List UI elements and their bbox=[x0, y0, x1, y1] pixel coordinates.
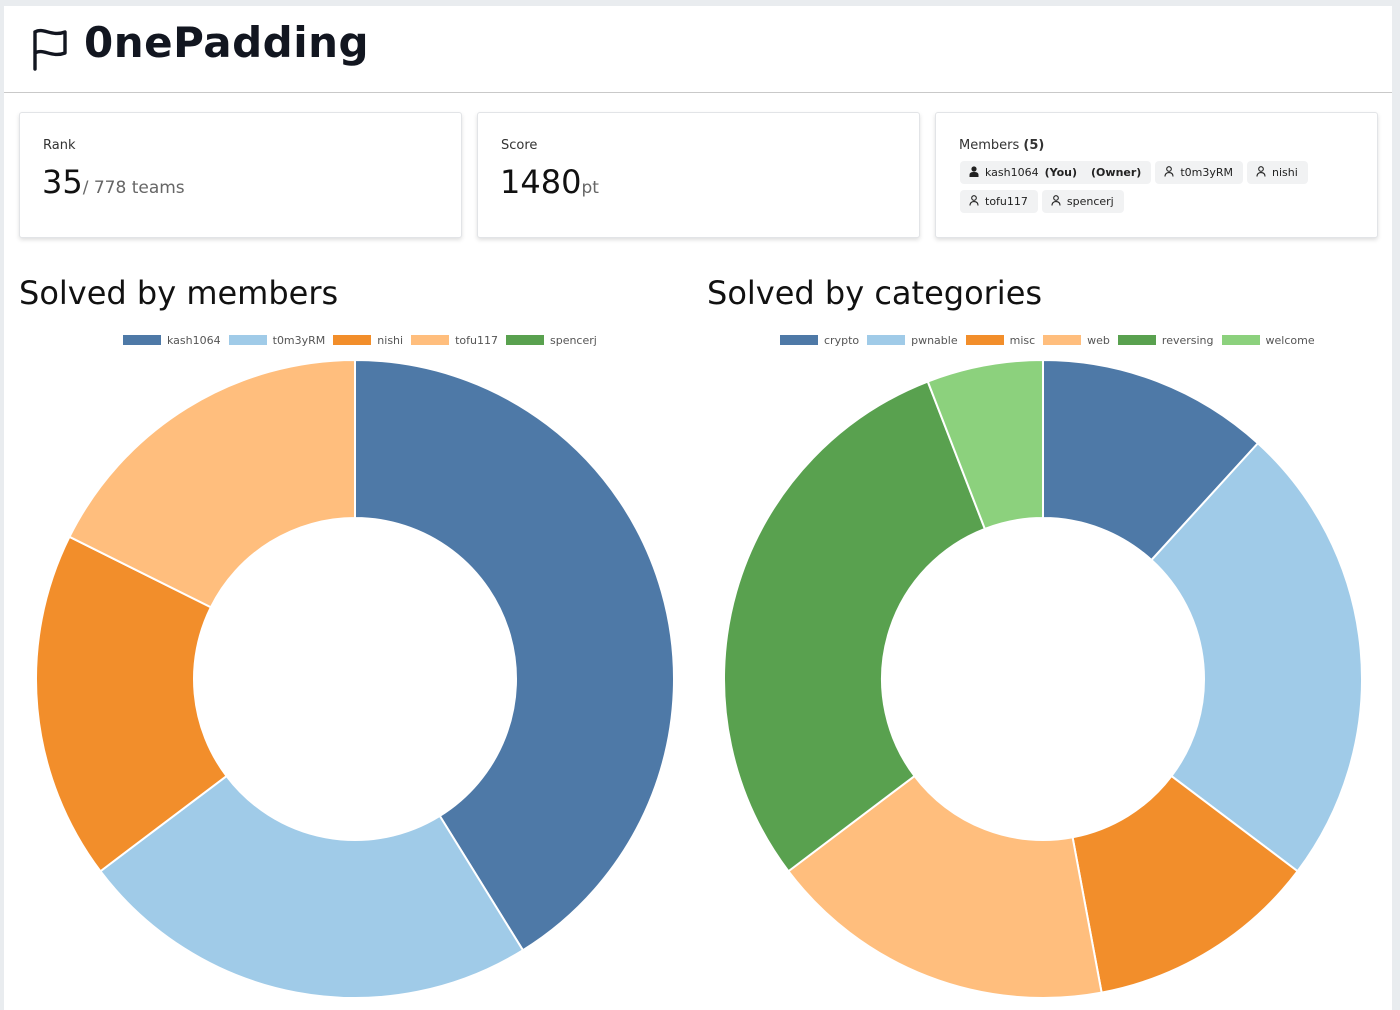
members-label: Members (5) bbox=[959, 138, 1045, 153]
score-value: 1480 bbox=[500, 163, 582, 201]
score-card: Score 1480pt bbox=[477, 112, 920, 238]
team-page: 0nePadding Rank 35/ 778 teams Score 1480… bbox=[4, 6, 1392, 1010]
slice-kash1064[interactable] bbox=[354, 358, 675, 952]
legend-label: misc bbox=[1009, 334, 1036, 347]
legend-swatch bbox=[333, 335, 372, 345]
members-donut-chart bbox=[35, 358, 675, 999]
legend-item[interactable]: reversing bbox=[1117, 334, 1214, 347]
legend-label: welcome bbox=[1265, 334, 1315, 347]
legend-item[interactable]: web bbox=[1043, 334, 1110, 347]
legend-label: nishi bbox=[377, 334, 404, 347]
legend-item[interactable]: misc bbox=[965, 334, 1036, 347]
member-chips: kash1064 (You) (Owner) t0m3yRM nishi tofu117 s… bbox=[960, 161, 1360, 219]
member-name: nishi bbox=[1272, 166, 1298, 179]
legend-label: spencerj bbox=[549, 334, 597, 347]
rank-label: Rank bbox=[43, 138, 76, 153]
score-label: Score bbox=[501, 138, 538, 153]
legend-swatch bbox=[411, 335, 450, 345]
legend-swatch bbox=[505, 335, 544, 345]
legend-swatch bbox=[1221, 335, 1260, 345]
user-filled-icon bbox=[969, 166, 979, 177]
legend-label: crypto bbox=[824, 334, 860, 347]
user-outline-icon bbox=[1164, 166, 1174, 177]
rank-total: / 778 teams bbox=[82, 178, 185, 198]
user-outline-icon bbox=[1051, 195, 1061, 206]
legend-label: reversing bbox=[1161, 334, 1214, 347]
legend-swatch bbox=[1117, 335, 1156, 345]
categories-chart-legend: crypto pwnable misc web reversing welcome bbox=[780, 334, 1323, 348]
legend-swatch bbox=[780, 335, 818, 345]
legend-label: t0m3yRM bbox=[272, 334, 326, 347]
slice-reversing[interactable] bbox=[723, 380, 987, 873]
rank-card: Rank 35/ 778 teams bbox=[19, 112, 462, 238]
categories-donut-chart bbox=[723, 358, 1363, 999]
legend-label: web bbox=[1087, 334, 1110, 347]
legend-swatch bbox=[123, 335, 161, 345]
legend-label: pwnable bbox=[911, 334, 958, 347]
legend-item[interactable]: spencerj bbox=[505, 334, 597, 347]
categories-chart-title: Solved by categories bbox=[707, 274, 1043, 312]
member-name: kash1064 bbox=[985, 166, 1039, 179]
members-chart-legend: kash1064 t0m3yRM nishi tofu117 spencerj bbox=[123, 334, 605, 348]
slice-web[interactable] bbox=[787, 774, 1103, 999]
score-value-line: 1480pt bbox=[500, 163, 599, 201]
member-name: tofu117 bbox=[985, 195, 1028, 208]
slice-t0m3yrm[interactable] bbox=[99, 774, 525, 999]
legend-item[interactable]: crypto bbox=[780, 334, 859, 347]
legend-swatch bbox=[867, 335, 906, 345]
team-name: 0nePadding bbox=[84, 18, 370, 67]
legend-item[interactable]: tofu117 bbox=[411, 334, 498, 347]
member-chip-kash1064[interactable]: kash1064 (You) (Owner) bbox=[960, 161, 1152, 184]
legend-label: kash1064 bbox=[167, 334, 221, 347]
member-name: spencerj bbox=[1066, 195, 1114, 208]
rank-value-line: 35/ 778 teams bbox=[42, 163, 185, 201]
flag-icon bbox=[33, 28, 67, 71]
score-unit: pt bbox=[581, 178, 599, 198]
legend-item[interactable]: nishi bbox=[333, 334, 403, 347]
legend-item[interactable]: kash1064 bbox=[123, 334, 221, 347]
slice-welcome[interactable] bbox=[926, 358, 1044, 531]
legend-item[interactable]: pwnable bbox=[867, 334, 958, 347]
member-chip-spencerj[interactable]: spencerj bbox=[1041, 190, 1124, 213]
you-tag: (You) bbox=[1044, 166, 1078, 179]
owner-tag: (Owner) bbox=[1091, 166, 1142, 179]
members-chart-title: Solved by members bbox=[19, 274, 339, 312]
member-chip-nishi[interactable]: nishi bbox=[1247, 161, 1308, 184]
team-header: 0nePadding bbox=[4, 6, 1392, 93]
member-chip-tofu117[interactable]: tofu117 bbox=[960, 190, 1038, 213]
members-count: (5) bbox=[1023, 138, 1045, 153]
legend-swatch bbox=[1043, 335, 1082, 345]
legend-swatch bbox=[228, 335, 267, 345]
user-outline-icon bbox=[969, 195, 979, 206]
slice-tofu117[interactable] bbox=[68, 358, 356, 609]
slice-pwnable[interactable] bbox=[1150, 441, 1363, 873]
legend-swatch bbox=[965, 335, 1004, 345]
slice-nishi[interactable] bbox=[35, 535, 228, 873]
member-chip-t0m3yrm[interactable]: t0m3yRM bbox=[1155, 161, 1243, 184]
legend-label: tofu117 bbox=[455, 334, 498, 347]
rank-value: 35 bbox=[42, 163, 83, 201]
user-outline-icon bbox=[1256, 166, 1266, 177]
members-card: Members (5) kash1064 (You) (Owner) t0m3yRM n… bbox=[935, 112, 1378, 238]
legend-item[interactable]: t0m3yRM bbox=[228, 334, 326, 347]
member-name: t0m3yRM bbox=[1180, 166, 1233, 179]
legend-item[interactable]: welcome bbox=[1221, 334, 1315, 347]
